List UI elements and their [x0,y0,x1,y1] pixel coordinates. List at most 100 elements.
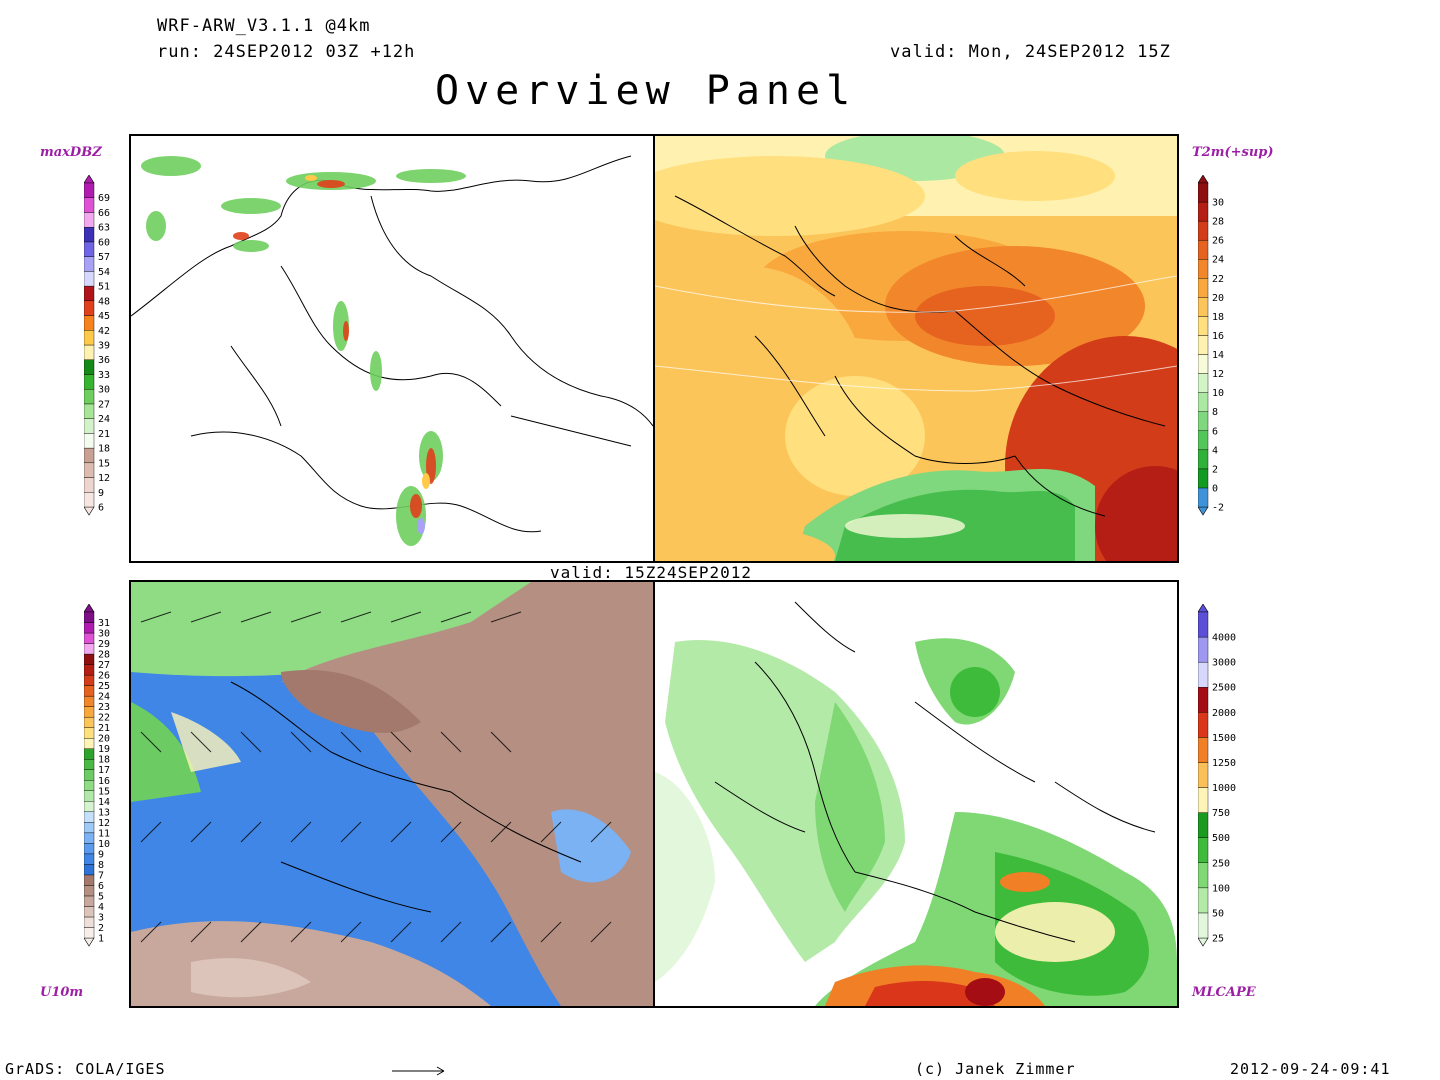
u10m-colorbar-tick-label: 1 [98,934,104,945]
t2m-label: T2m(+sup) [1192,145,1274,160]
t2m-colorbar: -2 0 2 4 6 8 10 12 14 16 18 20 22 24 26 28 30 [1197,174,1248,521]
u10m-colorbar-tick-label: 2 [98,923,104,934]
maxdbz-map-graphic [131,155,653,546]
t2m-colorbar-top-cap [1197,174,1209,184]
maxdbz-colorbar: 6 9 12 15 18 21 24 27 30 33 36 39 42 45 48 51 54 57 60 63 66… [83,174,134,521]
mlcape-colorbar-swatch [1197,611,1209,638]
u10m-colorbar-swatch [83,748,95,760]
mlcape-colorbar-swatch [1197,636,1209,663]
u10m-map-graphic [131,582,653,1006]
u10m-colorbar-tick-label: 12 [98,818,110,829]
u10m-colorbar-swatch [83,843,95,855]
maxdbz-colorbar-swatch [83,256,95,272]
u10m-colorbar-tick-label: 4 [98,902,104,913]
t2m-colorbar-swatch [1197,201,1209,222]
maxdbz-colorbar-swatch [83,359,95,375]
t2m-colorbar-tick-label: 2 [1212,464,1218,475]
u10m-colorbar-tick-label: 26 [98,671,110,682]
u10m-colorbar-swatch [83,674,95,686]
maxdbz-colorbar-swatch [83,315,95,331]
maxdbz-colorbar-swatch [83,271,95,287]
maxdbz-colorbar-graphic: 6912151821242730333639424548515457606366… [83,174,110,516]
t2m-colorbar-swatch [1197,449,1209,470]
mlcape-colorbar: 25 50 100 250 500 750 1000 1250 1500 2000 2500 3000… [1197,603,1248,952]
mlcape-map [655,582,1177,1006]
maxdbz-colorbar-tick-label: 57 [98,252,110,263]
footer-copyright: (c) Janek Zimmer [915,1060,1076,1078]
t2m-colorbar-swatch [1197,278,1209,298]
maxdbz-colorbar-swatch [83,418,95,434]
u10m-colorbar-swatch [83,716,95,728]
u10m-colorbar-swatch [83,685,95,697]
center-valid-label: valid: 15Z24SEP2012 [550,563,753,582]
u10m-colorbar-swatch [83,727,95,739]
t2m-colorbar-tick-label: 16 [1212,331,1224,342]
u10m-colorbar-bottom-cap [83,937,95,947]
t2m-colorbar-swatch [1197,259,1209,279]
t2m-colorbar-tick-label: -2 [1212,503,1224,514]
mlcape-colorbar-tick-label: 25 [1212,934,1224,945]
u10m-colorbar-tick-label: 9 [98,849,104,860]
u10m-colorbar-swatch [83,885,95,897]
mlcape-colorbar-swatch [1197,661,1209,688]
maxdbz-colorbar-swatch [83,344,95,360]
mlcape-colorbar-top-cap [1197,603,1209,613]
maxdbz-colorbar-swatch [83,226,95,243]
u10m-colorbar-swatch [83,759,95,770]
mlcape-colorbar-graphic: 25 50 100 250 500 750 1000 1250 1500 2000 2500 3000… [1197,603,1236,947]
mlcape-label: MLCAPE [1192,985,1256,1000]
maxdbz-colorbar-top-cap [83,174,95,184]
u10m-colorbar-tick-label: 8 [98,860,104,871]
maxdbz-colorbar-tick-label: 21 [98,429,110,440]
mlcape-colorbar-tick-label: 1000 [1212,783,1236,794]
t2m-colorbar-swatch [1197,411,1209,431]
t2m-colorbar-swatch [1197,182,1209,203]
maxdbz-colorbar-tick-label: 66 [98,208,110,219]
u10m-colorbar-swatch [83,769,95,781]
u10m-label: U10m [40,985,84,1000]
u10m-colorbar-swatch [83,643,95,655]
t2m-colorbar-swatch [1197,220,1209,241]
model-label: WRF-ARW_V3.1.1 @4km [157,16,371,36]
maxdbz-colorbar-swatch [83,492,95,508]
t2m-colorbar-swatch [1197,392,1209,412]
t2m-colorbar-tick-label: 30 [1212,198,1224,209]
mlcape-colorbar-tick-label: 2000 [1212,708,1236,719]
mlcape-colorbar-swatch [1197,837,1209,863]
u10m-colorbar-swatch [83,695,95,707]
mlcape-colorbar-bottom-cap [1197,937,1209,947]
mlcape-colorbar-swatch [1197,787,1209,813]
maxdbz-colorbar-swatch [83,477,95,493]
maxdbz-colorbar-tick-label: 63 [98,223,110,234]
maxdbz-colorbar-tick-label: 60 [98,237,110,248]
u10m-colorbar-swatch [83,653,95,665]
mlcape-colorbar-swatch [1197,912,1209,939]
u10m-colorbar-tick-label: 11 [98,828,110,839]
u10m-colorbar-swatch [83,895,95,907]
t2m-colorbar-tick-label: 8 [1212,407,1218,418]
u10m-colorbar-tick-label: 30 [98,629,110,640]
maxdbz-label: maxDBZ [40,145,102,160]
maxdbz-colorbar-swatch [83,388,95,405]
u10m-colorbar-tick-label: 13 [98,807,110,818]
u10m-colorbar-tick-label: 16 [98,776,110,787]
u10m-colorbar-swatch [83,927,95,939]
u10m-colorbar-tick-label: 18 [98,755,110,766]
mlcape-colorbar-swatch [1197,687,1209,713]
t2m-map [655,136,1177,561]
mlcape-colorbar-tick-label: 2500 [1212,683,1236,694]
t2m-colorbar-tick-label: 24 [1212,255,1224,266]
u10m-colorbar-swatch [83,611,95,623]
maxdbz-colorbar-swatch [83,374,95,390]
maxdbz-colorbar-tick-label: 30 [98,385,110,396]
run-label: run: 24SEP2012 03Z +12h [157,42,416,62]
u10m-colorbar-tick-label: 29 [98,639,110,650]
mlcape-map-graphic [655,601,1177,1006]
u10m-colorbar: 1 2 3 4 5 6 7 8 9 10 11 12 13 14 15 16 17 18 19 20 21 22 23 24 2… [83,603,134,952]
mlcape-colorbar-tick-label: 1250 [1212,758,1236,769]
mlcape-colorbar-tick-label: 1500 [1212,733,1236,744]
maxdbz-colorbar-tick-label: 51 [98,282,110,293]
u10m-colorbar-tick-label: 10 [98,839,110,850]
maxdbz-colorbar-swatch [83,300,95,316]
mlcape-colorbar-tick-label: 4000 [1212,633,1236,644]
